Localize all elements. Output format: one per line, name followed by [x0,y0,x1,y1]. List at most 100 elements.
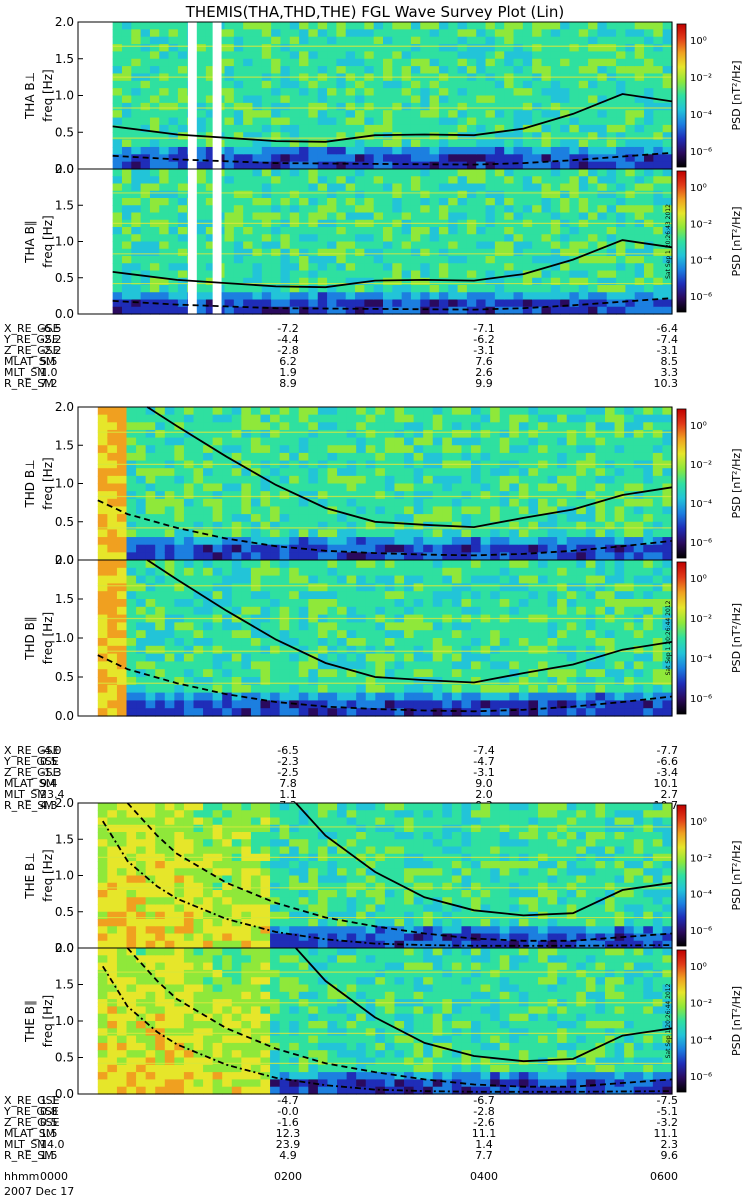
solid-curve [112,239,673,289]
ephemeris-value: 9.6 [661,1149,679,1162]
ephemeris-row-label: MLT_SM [4,366,47,379]
colorbar-tick: 10⁰ [690,183,707,194]
time-tick-2: 0400 [470,1170,498,1183]
ephemeris-row-label: Z_RE_GSE [4,344,60,357]
y-tick-label: 1.5 [55,978,74,992]
ephemeris-value: 0.5 [40,1116,58,1129]
dashed-curve [112,151,673,166]
colorbar-label: PSD [nT²/Hz] [730,986,743,1056]
y-tick-label: 0.0 [55,162,74,176]
ephemeris-value: 3.3 [661,366,679,379]
ephemeris-row-label: R_RE_SM [4,1149,54,1162]
dotdash-curve [102,965,673,1093]
ephemeris-value: 8.5 [661,355,679,368]
ephemeris-value: 23.4 [40,788,65,801]
data-gap-0 [187,169,197,314]
ephemeris-row-label: X_RE_GSE [4,744,60,757]
ephemeris-value: 1.9 [279,366,297,379]
y-tick-label: 1.0 [55,869,74,883]
ephemeris-row-label: MLAT_SM [4,777,55,790]
colorbar-tick: 10⁻² [690,999,712,1010]
colorbar [676,23,687,168]
ephemeris-row-label: Z_RE_GSE [4,1116,60,1129]
time-axis: hhmm 0000 0200 0400 0600 2007 Dec 17 [4,1170,678,1198]
colorbar-tick: 10⁻² [690,219,712,230]
ephemeris-value: 1.5 [40,1127,58,1140]
y-tick-label: 1.5 [55,198,74,212]
y-tick-label: 2.0 [55,15,74,29]
panel-label: THD B∥ [23,616,37,661]
y-tick-label: 2.0 [55,941,74,955]
ephemeris-value: -6.4 [657,322,678,335]
colorbar-tick: 10⁻⁴ [690,890,712,901]
ephemeris-value: -5.1 [657,1105,678,1118]
panel-tha-perp: 0.0 0.5 1.0 1.5 2.0 THA B⊥ freq [Hz] 10⁰ 10⁻² 10⁻… [23,15,743,176]
ephemeris-value: -7.2 [277,322,298,335]
colorbar-tick: 10⁻² [690,73,712,84]
ephemeris-value: 1.0 [40,366,58,379]
ephemeris-value: 6.2 [279,355,297,368]
y-tick-label: 2.0 [55,162,74,176]
panel-thd-perp: 0.0 0.5 1.0 1.5 2.0 THD B⊥ freq [Hz] 10⁰ 10⁻² 10⁻… [23,400,743,567]
ephemeris-value: 0.8 [40,1105,58,1118]
colorbar-tick: 10⁰ [690,574,707,585]
ephemeris-value: -1.3 [40,766,61,779]
data-gap-0 [187,22,197,169]
timestamp-stamp: Sat Sep 1 20:26:43 2012 [665,204,672,279]
ephemeris-value: -2.2 [40,344,61,357]
colorbar-tick: 10⁻⁶ [690,926,712,937]
dashed-curve [97,654,673,713]
date-label: 2007 Dec 17 [4,1185,74,1198]
ephemeris-value: -3.2 [657,1116,678,1129]
ephemeris-value: 9.9 [475,377,493,390]
ephemeris-value: -7.1 [473,322,494,335]
ephemeris-value: 0.5 [40,755,58,768]
colorbar-tick: 10⁻⁶ [690,147,712,158]
ephemeris-value: -4.0 [40,744,61,757]
ephemeris-table-tha: X_RE_GSE-6.5 -7.2 -7.1 -6.4 Y_RE_GSE-2.2 -4.4… [3,322,678,390]
timestamp-stamp: Sat Sep 1 20:26:44 2012 [665,600,672,675]
ephemeris-row-label: X_RE_GSE [4,1094,60,1107]
y-tick-label: 0.0 [55,941,74,955]
data-gap-1 [212,22,222,169]
ephemeris-value: -6.6 [657,755,678,768]
ephemeris-value: 5.5 [40,355,58,368]
colorbar [676,561,687,715]
data-gap-1 [212,169,222,314]
ephemeris-value: -2.2 [40,333,61,346]
ephemeris-row-label: MLT_SM [4,1138,47,1151]
ephemeris-row-label: Y_RE_GSE [3,755,59,768]
ephemeris-value: 10.1 [654,777,679,790]
ephemeris-value: 7.7 [475,1149,493,1162]
y-tick-label: 0.5 [55,271,74,285]
colorbar-tick: 10⁰ [690,962,707,973]
colorbar-tick: 10⁻⁴ [690,654,712,665]
ephemeris-value: -2.3 [277,755,298,768]
panel-label: THA B∥ [23,220,37,264]
ephemeris-row-label: R_RE_SM [4,799,54,812]
spectrogram-cells [112,169,673,315]
solid-curve [295,802,673,917]
ephemeris-value: 7.6 [475,355,493,368]
colorbar-label: PSD [nT²/Hz] [730,448,743,518]
y-tick-label: 1.5 [55,592,74,606]
solid-curve [295,947,673,1063]
colorbar-tick: 10⁻⁴ [690,110,712,121]
y-tick-label: 2.0 [55,400,74,414]
ephemeris-value: -2.8 [473,1105,494,1118]
spectrogram-cells [97,948,673,1095]
colorbar-label: PSD [nT²/Hz] [730,840,743,910]
ephemeris-value: -3.1 [657,344,678,357]
ephemeris-row-label: Y_RE_GSE [3,1105,59,1118]
ephemeris-row-label: MLAT_SM [4,355,55,368]
panel-tha-par: 0.0 0.5 1.0 1.5 2.0 THA B∥ freq [Hz] 10⁰ 10⁻² 10⁻… [23,162,743,321]
probe-block-tha: 0.0 0.5 1.0 1.5 2.0 THA B⊥ freq [Hz] 10⁰ 10⁻² 10⁻… [3,15,743,390]
ephemeris-value: 1.4 [475,1138,493,1151]
ephemeris-value: -7.5 [657,1094,678,1107]
dashed-curve [126,802,673,942]
ephemeris-value: -6.7 [473,1094,494,1107]
y-tick-label: 1.0 [55,1014,74,1028]
y-axis-label: freq [Hz] [41,612,55,664]
